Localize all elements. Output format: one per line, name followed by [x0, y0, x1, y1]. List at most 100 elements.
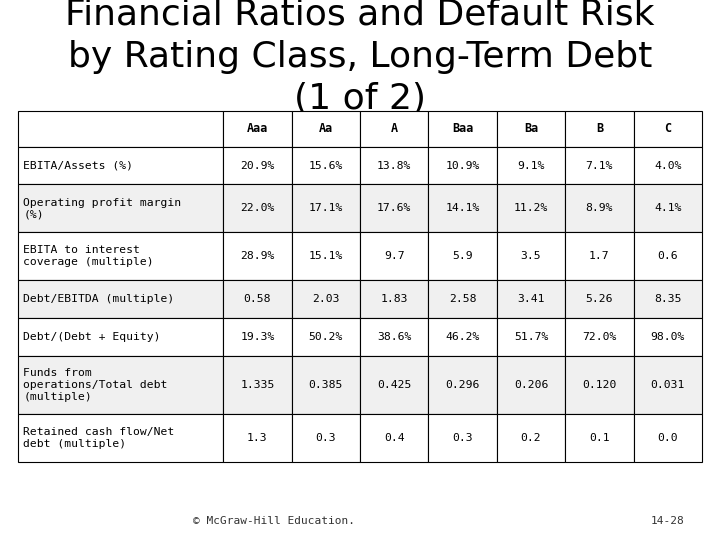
- Bar: [18, 111, 223, 146]
- Bar: [497, 356, 565, 414]
- Text: 0.2: 0.2: [521, 433, 541, 443]
- Text: 19.3%: 19.3%: [240, 332, 274, 342]
- Text: 0.031: 0.031: [651, 380, 685, 390]
- Text: 15.6%: 15.6%: [309, 160, 343, 171]
- Text: Financial Ratios and Default Risk
by Rating Class, Long-Term Debt
(1 of 2): Financial Ratios and Default Risk by Rat…: [66, 0, 654, 116]
- Bar: [428, 185, 497, 232]
- Bar: [497, 280, 565, 318]
- Bar: [292, 318, 360, 356]
- Bar: [223, 280, 292, 318]
- Bar: [223, 414, 292, 462]
- Text: Baa: Baa: [452, 122, 473, 135]
- Text: 0.385: 0.385: [309, 380, 343, 390]
- Text: 13.8%: 13.8%: [377, 160, 411, 171]
- Bar: [292, 280, 360, 318]
- Bar: [292, 111, 360, 146]
- Bar: [292, 146, 360, 185]
- Bar: [223, 356, 292, 414]
- Bar: [360, 280, 428, 318]
- Text: 10.9%: 10.9%: [446, 160, 480, 171]
- Text: 14-28: 14-28: [650, 516, 684, 526]
- Text: 3.5: 3.5: [521, 251, 541, 261]
- Bar: [565, 318, 634, 356]
- Text: 15.1%: 15.1%: [309, 251, 343, 261]
- Bar: [292, 185, 360, 232]
- Text: 0.120: 0.120: [582, 380, 616, 390]
- Bar: [565, 356, 634, 414]
- Bar: [428, 111, 497, 146]
- Bar: [360, 232, 428, 280]
- Bar: [634, 280, 702, 318]
- Text: 1.7: 1.7: [589, 251, 610, 261]
- Bar: [18, 146, 223, 185]
- Text: 0.3: 0.3: [452, 433, 473, 443]
- Bar: [18, 280, 223, 318]
- Text: 22.0%: 22.0%: [240, 204, 274, 213]
- Bar: [360, 146, 428, 185]
- Text: Aa: Aa: [319, 122, 333, 135]
- Bar: [565, 146, 634, 185]
- Text: 28.9%: 28.9%: [240, 251, 274, 261]
- Bar: [497, 146, 565, 185]
- Text: Ba: Ba: [524, 122, 538, 135]
- Bar: [18, 356, 223, 414]
- Bar: [360, 356, 428, 414]
- Text: 8.9%: 8.9%: [585, 204, 613, 213]
- Text: 0.3: 0.3: [315, 433, 336, 443]
- Bar: [497, 185, 565, 232]
- Bar: [18, 318, 223, 356]
- Text: 5.26: 5.26: [585, 294, 613, 304]
- Text: 11.2%: 11.2%: [514, 204, 548, 213]
- Text: Retained cash flow/Net
debt (multiple): Retained cash flow/Net debt (multiple): [24, 427, 175, 449]
- Text: 4.0%: 4.0%: [654, 160, 682, 171]
- Text: 51.7%: 51.7%: [514, 332, 548, 342]
- Bar: [18, 185, 223, 232]
- Bar: [634, 356, 702, 414]
- Text: 14.1%: 14.1%: [446, 204, 480, 213]
- Bar: [360, 318, 428, 356]
- Text: 8.35: 8.35: [654, 294, 682, 304]
- Bar: [292, 232, 360, 280]
- Text: C: C: [665, 122, 671, 135]
- Bar: [497, 111, 565, 146]
- Text: 17.1%: 17.1%: [309, 204, 343, 213]
- Text: 2.58: 2.58: [449, 294, 477, 304]
- Bar: [223, 146, 292, 185]
- Text: 20.9%: 20.9%: [240, 160, 274, 171]
- Text: 9.1%: 9.1%: [517, 160, 545, 171]
- Bar: [292, 356, 360, 414]
- Text: 3.41: 3.41: [517, 294, 545, 304]
- Bar: [292, 414, 360, 462]
- Bar: [634, 111, 702, 146]
- Text: EBITA/Assets (%): EBITA/Assets (%): [24, 160, 133, 171]
- Bar: [18, 414, 223, 462]
- Bar: [428, 232, 497, 280]
- Bar: [634, 318, 702, 356]
- Bar: [497, 318, 565, 356]
- Bar: [223, 111, 292, 146]
- Text: Funds from
operations/Total debt
(multiple): Funds from operations/Total debt (multip…: [24, 368, 168, 402]
- Bar: [634, 232, 702, 280]
- Text: 0.206: 0.206: [514, 380, 548, 390]
- Text: Aaa: Aaa: [247, 122, 268, 135]
- Text: Debt/EBITDA (multiple): Debt/EBITDA (multiple): [24, 294, 175, 304]
- Text: 1.83: 1.83: [380, 294, 408, 304]
- Bar: [634, 146, 702, 185]
- Bar: [565, 185, 634, 232]
- Text: 0.1: 0.1: [589, 433, 610, 443]
- Bar: [565, 111, 634, 146]
- Bar: [428, 280, 497, 318]
- Bar: [497, 414, 565, 462]
- Text: Operating profit margin
(%): Operating profit margin (%): [24, 198, 181, 219]
- Bar: [565, 414, 634, 462]
- Bar: [565, 280, 634, 318]
- Bar: [428, 318, 497, 356]
- Bar: [223, 232, 292, 280]
- Text: 2.03: 2.03: [312, 294, 340, 304]
- Bar: [428, 146, 497, 185]
- Bar: [18, 232, 223, 280]
- Text: 0.4: 0.4: [384, 433, 405, 443]
- Bar: [634, 185, 702, 232]
- Text: A: A: [391, 122, 397, 135]
- Text: EBITA to interest
coverage (multiple): EBITA to interest coverage (multiple): [24, 246, 154, 267]
